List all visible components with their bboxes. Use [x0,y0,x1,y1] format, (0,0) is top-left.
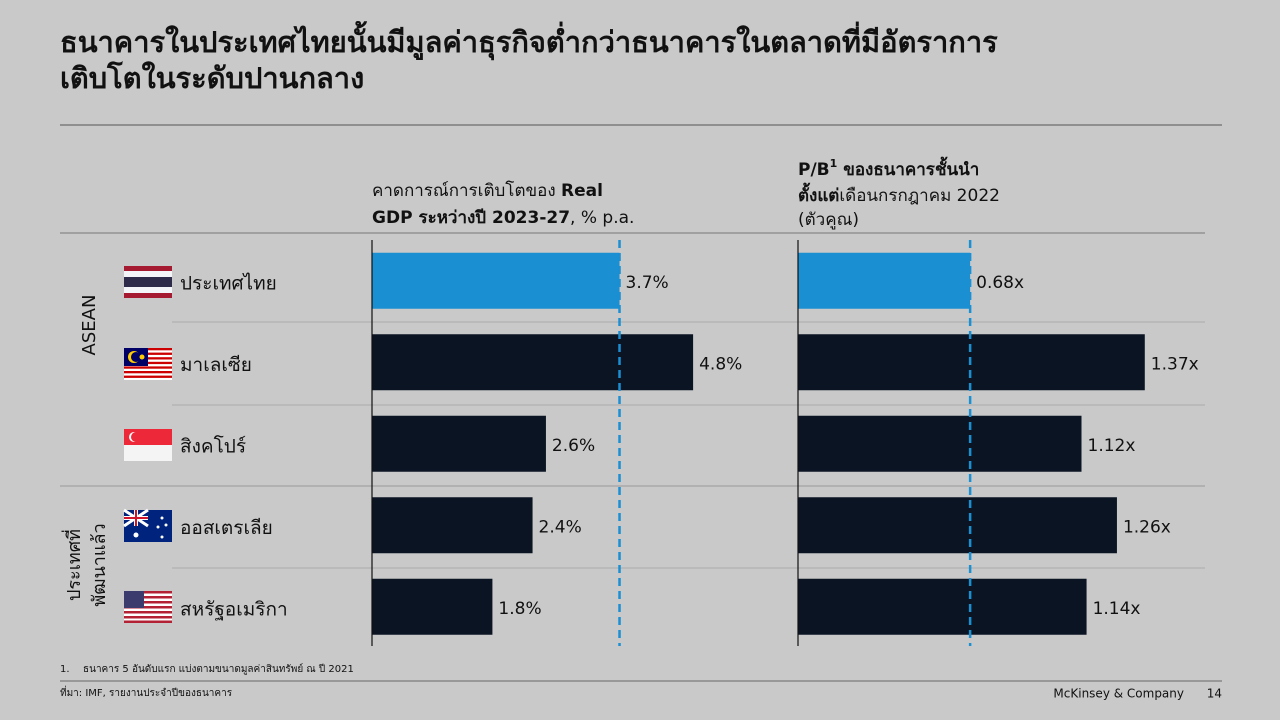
page-number: 14 [1207,687,1222,701]
chart-title: GDP ระหว่างปี 2023-27, % p.a. [372,207,634,228]
category-label: ออสเตรเลีย [180,517,273,539]
value-label: 1.26x [1123,517,1171,537]
value-label: 1.37x [1151,354,1199,374]
flag-usa [124,591,172,623]
bar [372,415,546,472]
row-separators [60,321,1205,569]
value-label: 2.4% [539,517,582,537]
value-label: 4.8% [699,354,742,374]
bar [798,252,971,309]
flag-malaysia [124,348,172,380]
title-part: , % p.a. [570,208,634,228]
slide-title: เติบโตในระดับปานกลาง [60,60,364,95]
title-part: คาดการณ์การเติบโตของ [372,180,561,201]
value-label: 2.6% [552,436,595,456]
value-label: 1.8% [498,599,541,619]
value-label: 0.68x [976,273,1024,293]
bar [798,497,1117,554]
bar [372,578,493,635]
title-part: P/B [798,160,830,180]
footnote: ธนาคาร 5 อันดับแรก แบ่งตามขนาดมูลค่าสินท… [83,663,354,675]
category-label: ประเทศไทย [180,272,277,294]
flag-thailand [124,266,172,298]
title-part: Real [561,181,603,201]
source: ที่มา: IMF, รายงานประจำปีของธนาคาร [60,685,233,699]
bar [372,252,620,309]
category-label: สหรัฐอเมริกา [180,598,288,620]
chart-title: ตั้งแต่เดือนกรกฎาคม 2022 [798,182,1000,206]
chart-title: P/B1 ของธนาคารชั้นนำ [798,156,979,180]
bar [372,497,533,554]
title-part: ตั้งแต่ [798,182,839,206]
value-label: 1.14x [1093,599,1141,619]
title-part: ของธนาคารชั้นนำ [837,156,979,180]
group-label: ASEAN [79,295,100,356]
value-label: 3.7% [626,273,669,293]
value-label: 1.12x [1088,436,1136,456]
bar [798,578,1087,635]
plots: ประเทศไทยมาเลเซียสิงคโปร์ออสเตรเลียสหรัฐ… [180,240,1199,646]
footnote-number: 1. [60,664,70,675]
company: McKinsey & Company [1053,687,1184,701]
bar [372,334,694,391]
footnote-marker: 1 [830,157,838,170]
chart-subtitle: (ตัวคูณ) [798,210,859,230]
category-label: สิงคโปร์ [180,434,246,457]
title-part: เดือนกรกฎาคม 2022 [839,186,1000,206]
bar [798,415,1082,472]
chart-title: คาดการณ์การเติบโตของ Real [372,180,603,201]
title-part: GDP ระหว่างปี 2023-27 [372,207,570,228]
group-label: พัฒนาแล้ว [89,523,110,606]
flag-singapore [124,429,172,461]
group-label: ประเทศที่ [61,529,85,601]
flag-australia [123,508,172,542]
category-label: มาเลเซีย [180,354,252,376]
slide-title: ธนาคารในประเทศไทยนั้นมีมูลค่าธุรกิจต่ำกว… [60,20,998,60]
bar [798,334,1145,391]
